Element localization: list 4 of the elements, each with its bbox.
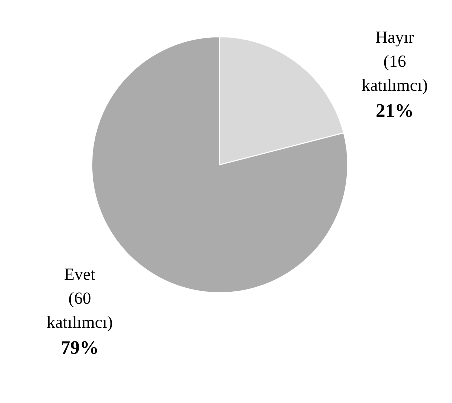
- data-label: 79%: [61, 338, 99, 359]
- slice-label: Evet (60 katılımcı): [46, 265, 114, 332]
- data-label: 21%: [376, 101, 414, 122]
- slice-label: Hayır (16 katılımcı): [362, 28, 428, 95]
